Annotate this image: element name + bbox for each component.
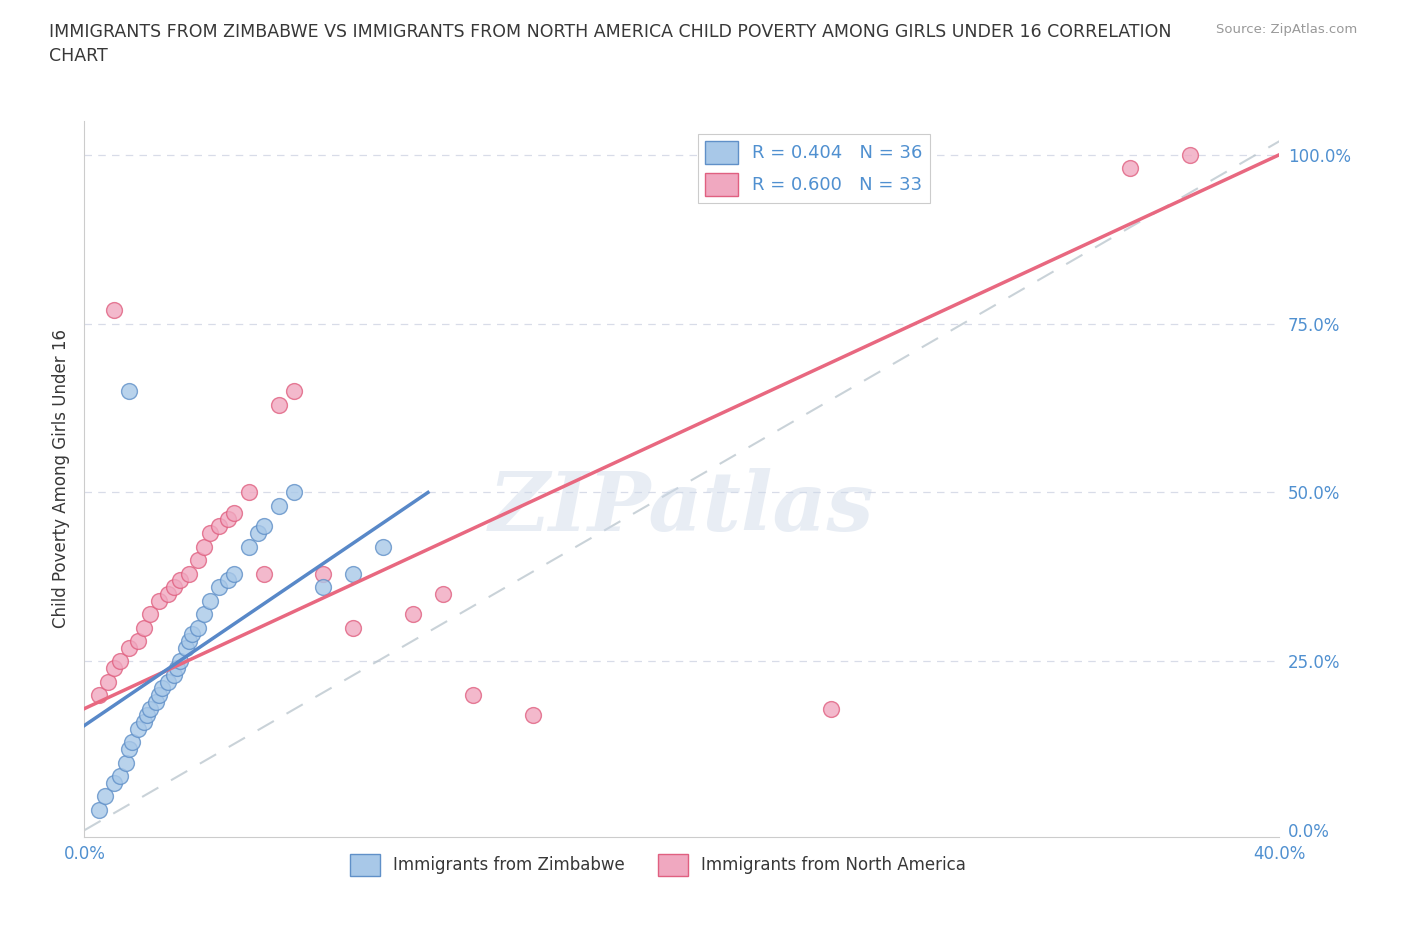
Point — [267, 397, 290, 412]
Point — [118, 641, 141, 656]
Point — [163, 579, 186, 594]
Point — [1178, 147, 1201, 162]
Point — [103, 660, 125, 675]
Point — [177, 633, 200, 648]
Point — [136, 708, 159, 723]
Point — [238, 539, 260, 554]
Point — [139, 606, 162, 621]
Point — [89, 687, 111, 702]
Point — [169, 573, 191, 588]
Point — [222, 505, 245, 520]
Text: Source: ZipAtlas.com: Source: ZipAtlas.com — [1216, 23, 1357, 36]
Point — [208, 579, 231, 594]
Point — [1119, 161, 1142, 176]
Point — [522, 708, 544, 723]
Point — [118, 742, 141, 757]
Text: IMMIGRANTS FROM ZIMBABWE VS IMMIGRANTS FROM NORTH AMERICA CHILD POVERTY AMONG GI: IMMIGRANTS FROM ZIMBABWE VS IMMIGRANTS F… — [49, 23, 1171, 65]
Point — [103, 776, 125, 790]
Point — [132, 715, 156, 730]
Point — [132, 620, 156, 635]
Text: ZIPatlas: ZIPatlas — [489, 468, 875, 548]
Point — [145, 695, 167, 710]
Point — [127, 722, 149, 737]
Point — [127, 633, 149, 648]
Point — [118, 384, 141, 399]
Point — [267, 498, 290, 513]
Point — [103, 302, 125, 317]
Point — [163, 668, 186, 683]
Point — [253, 519, 276, 534]
Point — [208, 519, 231, 534]
Point — [312, 579, 335, 594]
Point — [222, 566, 245, 581]
Point — [166, 660, 188, 675]
Point — [342, 566, 364, 581]
Legend: Immigrants from Zimbabwe, Immigrants from North America: Immigrants from Zimbabwe, Immigrants fro… — [343, 847, 973, 883]
Point — [198, 525, 221, 540]
Point — [97, 674, 120, 689]
Point — [283, 384, 305, 399]
Point — [187, 620, 209, 635]
Point — [373, 539, 395, 554]
Point — [148, 593, 170, 608]
Point — [246, 525, 269, 540]
Point — [253, 566, 276, 581]
Point — [148, 687, 170, 702]
Point — [157, 674, 180, 689]
Point — [115, 755, 138, 770]
Point — [312, 566, 335, 581]
Point — [187, 552, 209, 567]
Point — [169, 654, 191, 669]
Point — [139, 701, 162, 716]
Point — [150, 681, 173, 696]
Point — [193, 606, 215, 621]
Point — [193, 539, 215, 554]
Point — [94, 789, 117, 804]
Point — [198, 593, 221, 608]
Point — [432, 586, 454, 601]
Point — [110, 769, 132, 784]
Point — [181, 627, 204, 642]
Point — [820, 701, 842, 716]
Point — [217, 512, 239, 527]
Point — [283, 485, 305, 500]
Point — [174, 641, 197, 656]
Point — [89, 803, 111, 817]
Point — [121, 735, 143, 750]
Point — [238, 485, 260, 500]
Point — [342, 620, 364, 635]
Point — [157, 586, 180, 601]
Y-axis label: Child Poverty Among Girls Under 16: Child Poverty Among Girls Under 16 — [52, 329, 70, 629]
Point — [177, 566, 200, 581]
Point — [461, 687, 484, 702]
Point — [217, 573, 239, 588]
Point — [110, 654, 132, 669]
Point — [402, 606, 425, 621]
